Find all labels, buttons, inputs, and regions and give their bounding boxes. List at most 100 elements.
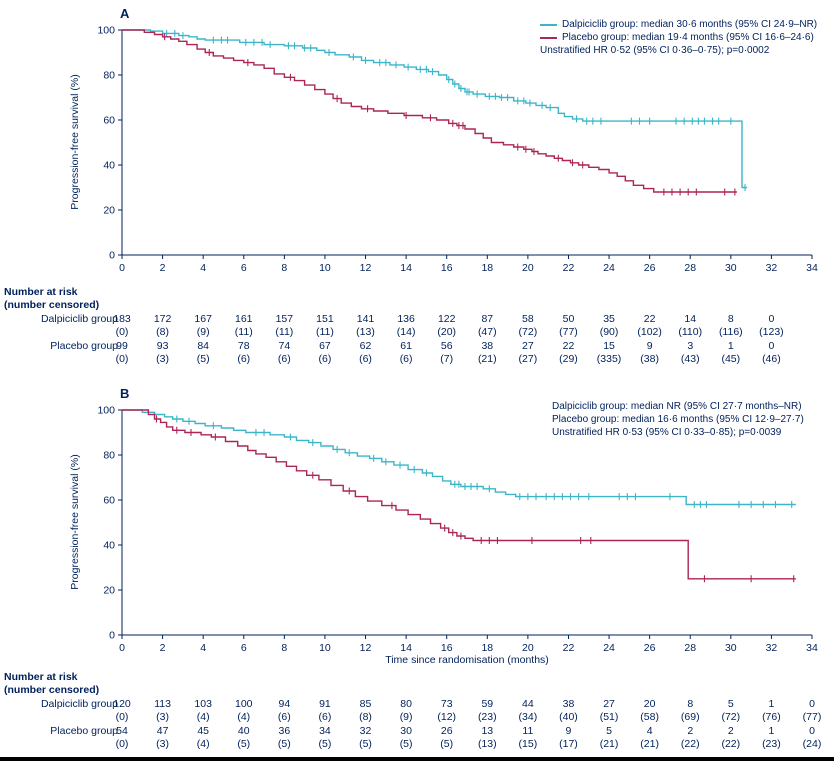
- legend-line: Unstratified HR 0·52 (95% CI 0·36–0·75);…: [540, 44, 817, 57]
- risk-table-subtitle: (number censored): [4, 299, 100, 311]
- at-risk-count: 58: [522, 313, 534, 325]
- at-risk-count: 54: [116, 725, 128, 737]
- censored-count: (46): [762, 353, 781, 365]
- x-tick-label: 10: [319, 262, 331, 274]
- legend-line: Placebo group: median 19·4 months (95% C…: [540, 31, 817, 44]
- x-tick-label: 22: [563, 262, 575, 274]
- y-tick-label: 40: [103, 160, 115, 172]
- x-tick-label: 12: [360, 642, 372, 654]
- legend-text: Unstratified HR 0·53 (95% CI 0·33–0·85);…: [552, 427, 782, 438]
- at-risk-count: 4: [646, 725, 653, 737]
- at-risk-count: 27: [603, 698, 615, 710]
- at-risk-count: 32: [359, 725, 372, 737]
- censored-count: (72): [518, 326, 538, 338]
- at-risk-count: 84: [197, 340, 210, 352]
- at-risk-count: 167: [194, 313, 212, 325]
- at-risk-count: 2: [687, 725, 694, 737]
- at-risk-count: 50: [562, 313, 575, 325]
- x-tick-label: 6: [241, 642, 247, 654]
- censored-count: (24): [802, 738, 822, 750]
- x-tick-label: 26: [644, 262, 656, 274]
- at-risk-count: 1: [727, 340, 734, 352]
- km-curve: [122, 29, 748, 189]
- x-tick-label: 10: [319, 642, 331, 654]
- censored-count: (5): [196, 353, 210, 365]
- censored-count: (4): [196, 738, 210, 750]
- censored-count: (11): [315, 326, 334, 338]
- at-risk-count: 141: [356, 313, 375, 325]
- x-tick-label: 14: [400, 642, 412, 654]
- x-tick-label: 24: [603, 262, 615, 274]
- censored-count: (21): [477, 353, 497, 365]
- y-tick-label: 80: [103, 70, 115, 82]
- at-risk-count: 30: [400, 725, 412, 737]
- x-tick-label: 2: [160, 642, 166, 654]
- censored-count: (110): [678, 326, 703, 338]
- at-risk-count: 93: [156, 340, 169, 352]
- at-risk-count: 113: [154, 698, 171, 710]
- censored-count: (23): [477, 711, 497, 723]
- censored-count: (5): [318, 738, 332, 750]
- censored-count: (29): [559, 353, 578, 365]
- x-tick-label: 8: [281, 262, 287, 274]
- censored-count: (9): [196, 326, 210, 338]
- at-risk-count: 22: [643, 313, 656, 325]
- x-tick-label: 2: [160, 262, 166, 274]
- km-curve: [122, 409, 796, 506]
- censored-count: (13): [356, 326, 375, 338]
- at-risk-count: 1: [768, 698, 775, 710]
- censored-count: (6): [318, 353, 332, 365]
- censored-count: (21): [640, 738, 659, 750]
- panel-a: 0 20 40 60 80 100 0 2 4 6 8 10 12 14 16 18 20 22 24 26 28 30 3…: [0, 4, 834, 382]
- y-tick-label: 80: [103, 450, 115, 462]
- censored-count: (17): [559, 738, 578, 750]
- at-risk-count: 36: [278, 725, 291, 737]
- at-risk-count: 103: [194, 698, 212, 710]
- legend-text: Dalpiciclib group: median 30·6 months (9…: [562, 19, 818, 30]
- x-tick-label: 0: [119, 642, 125, 654]
- at-risk-count: 5: [606, 725, 612, 737]
- at-risk-count: 15: [603, 340, 615, 352]
- at-risk-count: 2: [727, 725, 734, 737]
- censored-count: (69): [680, 711, 700, 723]
- km-curve: [122, 29, 737, 193]
- y-tick-label: 20: [103, 585, 115, 597]
- x-tick-label: 28: [684, 642, 696, 654]
- at-risk-count: 47: [156, 725, 169, 737]
- censored-count: (11): [234, 326, 253, 338]
- x-tick-label: 34: [806, 642, 818, 654]
- censored-count: (6): [277, 711, 291, 723]
- censored-count: (4): [237, 711, 251, 723]
- risk-table-subtitle: (number censored): [4, 684, 100, 696]
- censored-count: (9): [399, 711, 413, 723]
- censored-count: (13): [477, 738, 497, 750]
- at-risk-count: 3: [687, 340, 694, 352]
- at-risk-count: 5: [727, 698, 734, 710]
- at-risk-count: 0: [809, 698, 815, 710]
- at-risk-count: 157: [275, 313, 294, 325]
- censored-count: (5): [237, 738, 251, 750]
- at-risk-count: 67: [319, 340, 331, 352]
- legend-text: Placebo group: median 19·4 months (95% C…: [562, 32, 814, 43]
- censored-count: (0): [115, 738, 129, 750]
- at-risk-count: 0: [809, 725, 815, 737]
- censored-count: (47): [477, 326, 497, 338]
- at-risk-count: 74: [278, 340, 291, 352]
- censored-count: (6): [399, 353, 413, 365]
- x-tick-label: 22: [563, 642, 575, 654]
- at-risk-count: 0: [768, 313, 775, 325]
- at-risk-count: 91: [319, 698, 331, 710]
- at-risk-count: 73: [440, 698, 453, 710]
- risk-row-label: Placebo group: [50, 340, 118, 352]
- x-tick-label: 6: [241, 262, 247, 274]
- censored-count: (76): [762, 711, 781, 723]
- censored-count: (8): [359, 711, 372, 723]
- at-risk-count: 183: [113, 313, 131, 325]
- x-tick-label: 20: [522, 642, 534, 654]
- censored-count: (15): [518, 738, 538, 750]
- censored-count: (102): [637, 326, 662, 338]
- at-risk-count: 0: [768, 340, 775, 352]
- censored-count: (335): [596, 353, 622, 365]
- x-tick-label: 16: [441, 642, 453, 654]
